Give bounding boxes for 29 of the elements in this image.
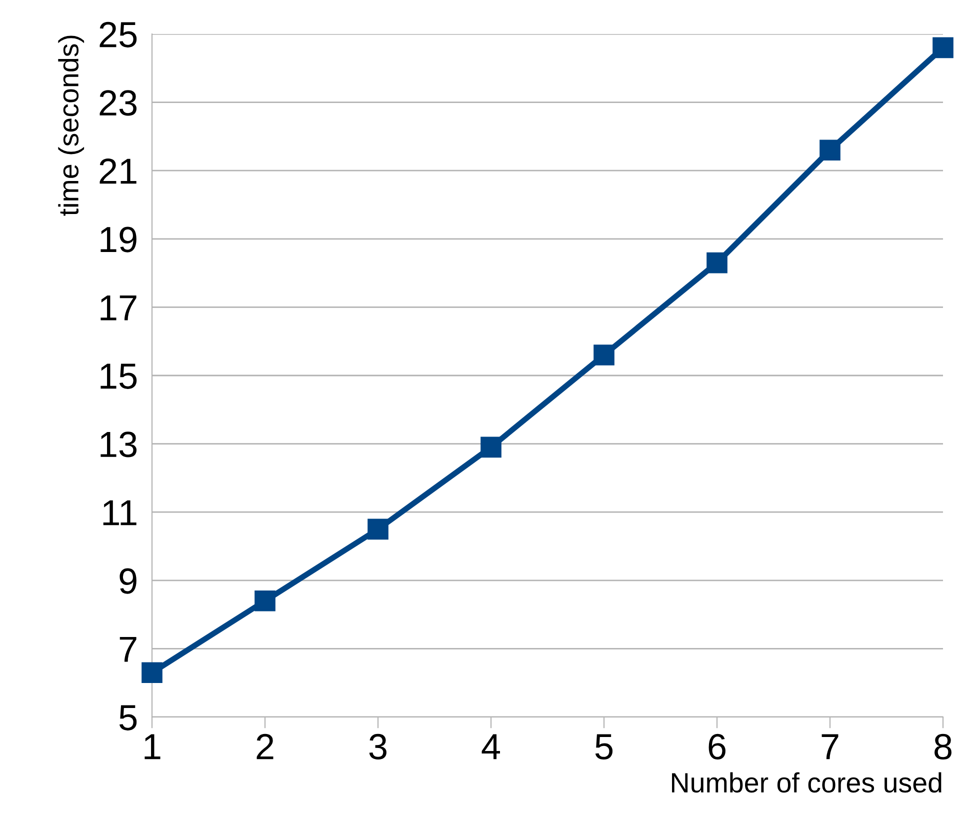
x-tick-label: 7 <box>822 734 838 760</box>
x-tick-label: 5 <box>595 734 613 760</box>
y-tick-label: 23 <box>100 90 137 116</box>
y-tick-label: 21 <box>100 158 136 184</box>
y-tick-label: 11 <box>103 500 136 526</box>
point <box>820 140 840 161</box>
x-tick-label: 2 <box>256 734 274 760</box>
point <box>480 436 502 458</box>
x-axis-title: Number of cores used <box>672 772 942 793</box>
y-tick-label: 5 <box>119 705 137 730</box>
y-tick-label: 9 <box>120 568 136 594</box>
point <box>594 344 614 366</box>
x-tick-label: 4 <box>482 734 500 760</box>
y-tick-label: 13 <box>100 432 137 458</box>
x-tick-label: 1 <box>144 734 160 760</box>
y-tick-label: 19 <box>100 226 136 252</box>
point <box>706 252 728 274</box>
y-axis-title: time (seconds) <box>58 36 84 216</box>
y-tick-label: 25 <box>100 22 137 48</box>
x-tick-label: 6 <box>708 734 726 760</box>
y-tick-label: 15 <box>100 364 137 389</box>
y-tick-label: 17 <box>100 295 136 320</box>
point <box>368 518 388 540</box>
point <box>142 662 162 684</box>
point <box>254 590 276 612</box>
x-tick-label: 3 <box>369 734 386 760</box>
point <box>932 37 954 58</box>
x-tick-label: 8 <box>934 734 952 760</box>
y-tick-label: 7 <box>120 636 136 662</box>
